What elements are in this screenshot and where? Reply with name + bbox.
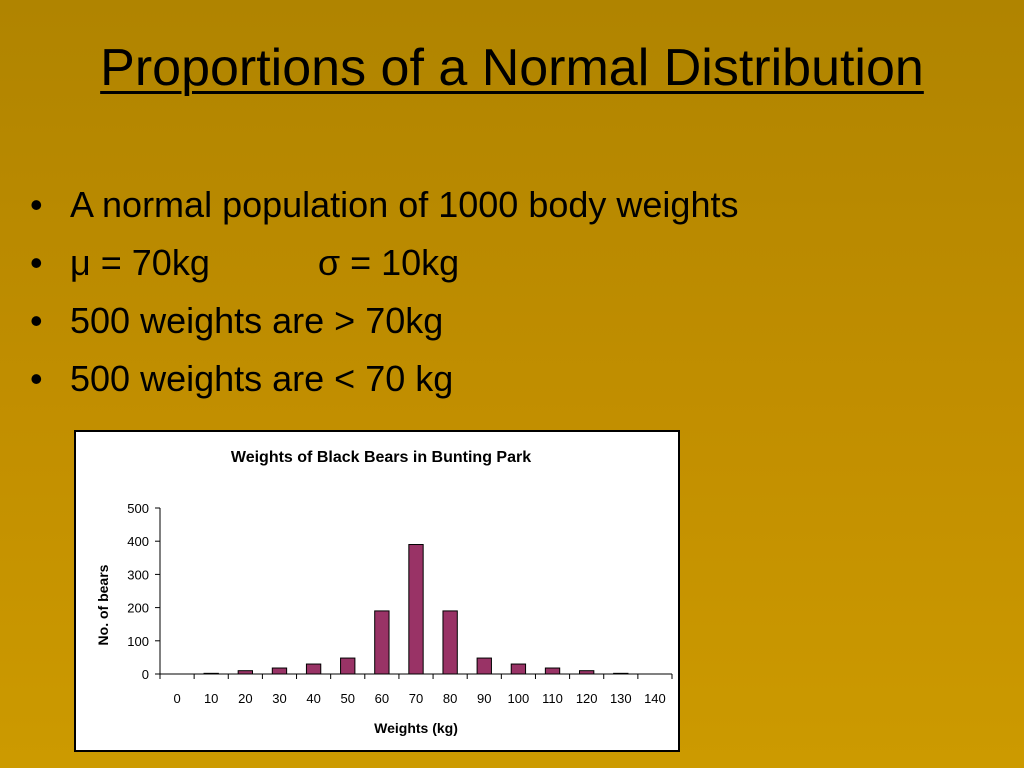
bar-70 (408, 544, 424, 675)
bullet-sigma: σ = 10kg (317, 242, 460, 283)
x-tick-label: 120 (576, 691, 598, 706)
x-tick-label: 130 (610, 691, 632, 706)
bar-110 (544, 667, 561, 675)
x-tick-label: 70 (409, 691, 423, 706)
bar-chart: Weights of Black Bears in Bunting Park W… (95, 449, 673, 736)
x-tick-label: 50 (340, 691, 354, 706)
x-tick-label: 20 (238, 691, 252, 706)
bar-130 (613, 672, 629, 675)
bar-60 (374, 610, 390, 675)
bullet-mu: μ = 70kg (70, 242, 210, 283)
x-tick-label: 100 (508, 691, 530, 706)
x-tick-label: 60 (375, 691, 389, 706)
x-tick-label: 90 (477, 691, 491, 706)
y-tick-label: 0 (142, 667, 149, 682)
x-tick-label: 0 (173, 691, 180, 706)
x-tick-label: 10 (204, 691, 218, 706)
bar-30 (271, 667, 288, 675)
bullet-text: A normal population of 1000 body weights (70, 184, 739, 225)
bar-120 (578, 670, 595, 675)
bullet-dot: • (30, 300, 43, 341)
y-tick-label: 100 (127, 634, 149, 649)
chart-title: Weights of Black Bears in Bunting Park (231, 449, 531, 466)
bullet-text: 500 weights are > 70kg (70, 300, 444, 341)
bar-80 (442, 610, 458, 675)
x-tick-label: 110 (542, 691, 563, 706)
x-tick-label: 140 (644, 691, 666, 706)
y-tick-label: 500 (127, 501, 149, 516)
x-axis-label: Weights (kg) (374, 720, 458, 736)
bar-20 (237, 670, 254, 675)
y-axis-label: No. of bears (95, 564, 111, 645)
bullet-dot: • (30, 358, 43, 399)
y-tick-label: 300 (127, 567, 149, 582)
bar-90 (476, 657, 492, 675)
bullet-list: • A normal population of 1000 body weigh… (30, 182, 738, 414)
bullet-dot: • (30, 184, 43, 225)
bar-10 (203, 672, 219, 675)
x-tick-label: 30 (272, 691, 286, 706)
bullet-item: • A normal population of 1000 body weigh… (30, 182, 738, 240)
x-tick-label: 80 (443, 691, 457, 706)
slide-title: Proportions of a Normal Distribution (100, 39, 924, 97)
y-tick-label: 400 (127, 534, 149, 549)
chart-container: Weights of Black Bears in Bunting Park W… (74, 430, 680, 752)
y-tick-label: 200 (127, 601, 149, 616)
bullet-text: 500 weights are < 70 kg (70, 358, 454, 399)
bar-40 (305, 663, 322, 675)
bullet-item: • μ = 70kg σ = 10kg (30, 240, 738, 298)
bar-50 (340, 657, 356, 675)
bullet-item: • 500 weights are < 70 kg (30, 356, 738, 414)
x-tick-label: 40 (306, 691, 320, 706)
bar-100 (510, 663, 527, 675)
bullet-dot: • (30, 242, 43, 283)
bullet-item: • 500 weights are > 70kg (30, 298, 738, 356)
